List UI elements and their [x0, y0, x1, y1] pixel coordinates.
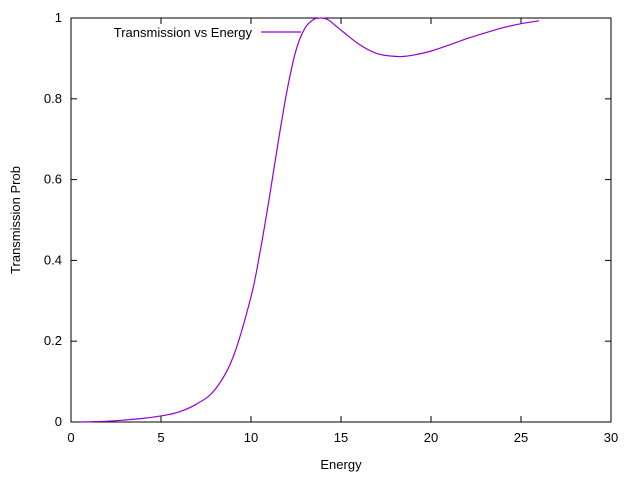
y-tick-label: 0.4 [44, 252, 62, 267]
y-tick-label: 1 [55, 10, 62, 25]
plot-frame [70, 17, 612, 423]
x-tick-label: 5 [157, 430, 164, 445]
legend: Transmission vs Energy [114, 25, 301, 40]
x-tick-label: 20 [424, 430, 438, 445]
x-tick-label: 10 [244, 430, 258, 445]
series-layer [79, 17, 540, 423]
y-tick-label: 0 [55, 414, 62, 429]
y-tick-label: 0.8 [44, 91, 62, 106]
series-line [79, 17, 540, 423]
x-tick-label: 15 [334, 430, 348, 445]
x-tick-label: 0 [67, 430, 74, 445]
y-axis-label: Transmission Prob [8, 166, 23, 274]
x-tick-label: 25 [514, 430, 528, 445]
axis-ticks: 0 5 10 15 20 25 30 0 0.2 0.4 0.6 0.8 1 [44, 10, 618, 445]
x-axis-label: Energy [320, 457, 362, 472]
x-tick-label: 30 [604, 430, 618, 445]
legend-label: Transmission vs Energy [114, 25, 253, 40]
y-tick-label: 0.6 [44, 172, 62, 187]
y-tick-label: 0.2 [44, 333, 62, 348]
